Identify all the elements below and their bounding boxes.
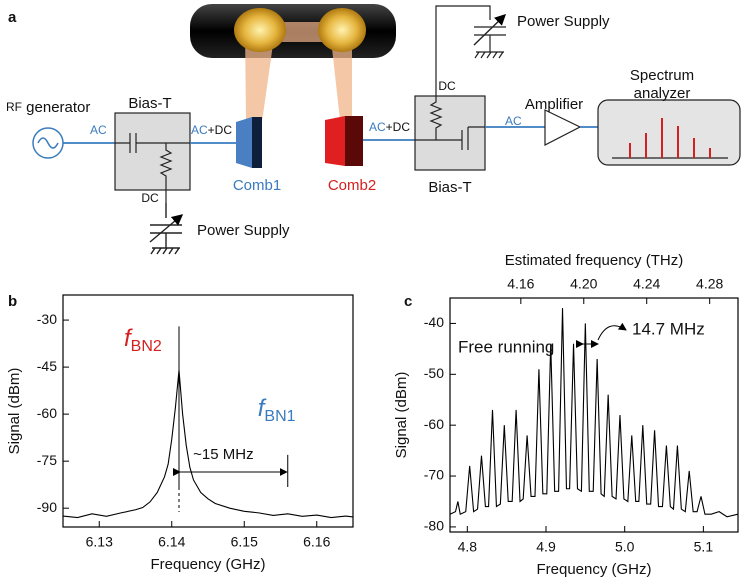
chart: b 6.13 6.14 6.15 6.16 -30 -45 -60 -75 -90 Frequenc… (6, 293, 354, 573)
f-subscript: BN2 (131, 338, 162, 355)
charts: b 6.13 6.14 6.15 6.16 -30 -45 -60 -75 -90 Frequenc… (6, 252, 739, 578)
plot-frame (62, 294, 354, 528)
y-tick-label: -75 (37, 452, 57, 468)
diagram: a RF generator AC Bias-T DC Power Supply… (6, 4, 741, 255)
amplifier-label: Amplifier (525, 96, 583, 113)
f-subscript: BN1 (264, 408, 295, 425)
sine (37, 137, 59, 149)
dc-label: DC (141, 191, 159, 205)
panel-label: a (8, 9, 17, 26)
plot-frame (449, 297, 739, 533)
f-symbol: f (124, 325, 133, 352)
x-tick-label: 4.9 (536, 539, 556, 555)
y-axis-label: Signal (dBm) (393, 372, 410, 459)
spectrum-line (62, 370, 354, 519)
chart: c 4.8 4.9 5.0 5.1 -40 -50 -60 -70 -80 Frequency (G… (393, 252, 739, 578)
y-tick-label: -80 (424, 518, 444, 534)
panel-label: c (404, 293, 412, 310)
comb2-label: Comb2 (328, 177, 376, 194)
comb1-label: Comb1 (233, 177, 281, 194)
y-tick-label: -40 (424, 314, 444, 330)
spectrum-line (449, 308, 739, 518)
f-symbol: f (258, 395, 267, 422)
variable-arrow (149, 214, 184, 243)
gap-label: ~15 MHz (193, 446, 253, 463)
bias-t-label: Bias-T (128, 95, 171, 112)
comb1-side (252, 117, 262, 168)
beam (330, 30, 352, 120)
signal-label: AC (505, 114, 522, 128)
spectrum-analyzer (597, 99, 741, 166)
power-label: Power Supply (197, 222, 290, 239)
x2-tick-label: 4.16 (507, 276, 534, 292)
x-tick-label: 4.8 (458, 539, 478, 555)
circuit (415, 5, 506, 150)
bias-t (114, 112, 191, 191)
y-tick-label: -50 (424, 365, 444, 381)
spacing-label: 14.7 MHz (632, 319, 705, 338)
comb2-side (345, 116, 363, 166)
circuit (115, 133, 190, 203)
glow (234, 8, 286, 52)
x2-tick-label: 4.20 (570, 276, 597, 292)
x-tick-label: 5.1 (694, 539, 714, 555)
x2-axis-label: Estimated frequency (THz) (505, 252, 683, 269)
x-tick-label: 6.16 (303, 534, 330, 550)
frequency-label: fBN2 (124, 325, 162, 355)
y-tick-label: -60 (37, 405, 57, 421)
x2-tick-label: 4.28 (696, 276, 723, 292)
y-tick-label: -60 (424, 416, 444, 432)
glow (318, 8, 366, 52)
spacing-arrow (597, 322, 627, 341)
signal-label: AC+DC (191, 123, 232, 137)
bias-t-label: Bias-T (428, 179, 471, 196)
x2-tick-label: 4.24 (633, 276, 660, 292)
beam (245, 30, 275, 122)
spectrum-label: analyzer (634, 85, 691, 102)
bias-t (414, 95, 486, 171)
spectrum-label: Spectrum (630, 67, 694, 84)
amplifier (544, 109, 582, 146)
dc-label: DC (438, 79, 456, 93)
analyzer-lines (629, 118, 711, 158)
y-tick-label: -30 (37, 311, 57, 327)
y-axis-label: Signal (dBm) (6, 368, 23, 455)
x-tick-label: 5.0 (615, 539, 635, 555)
y-tick-label: -70 (424, 467, 444, 483)
x-axis-label: Frequency (GHz) (150, 556, 265, 573)
y-tick-label: -45 (37, 358, 57, 374)
x-tick-label: 6.15 (231, 534, 258, 550)
free-running-label: Free running (458, 337, 554, 356)
panel-label: b (8, 293, 17, 310)
signal-label: AC+DC (369, 120, 410, 134)
x-tick-label: 6.14 (158, 534, 185, 550)
power-label: Power Supply (517, 13, 610, 30)
x-tick-label: 6.13 (86, 534, 113, 550)
y-tick-label: -90 (37, 499, 57, 515)
x-axis-label: Frequency (GHz) (536, 561, 651, 578)
power-symbol (150, 203, 182, 255)
frequency-label: fBN1 (258, 395, 296, 425)
variable-arrow (473, 14, 507, 46)
rf-label: RF generator (6, 99, 90, 116)
signal-label: AC (90, 123, 107, 137)
